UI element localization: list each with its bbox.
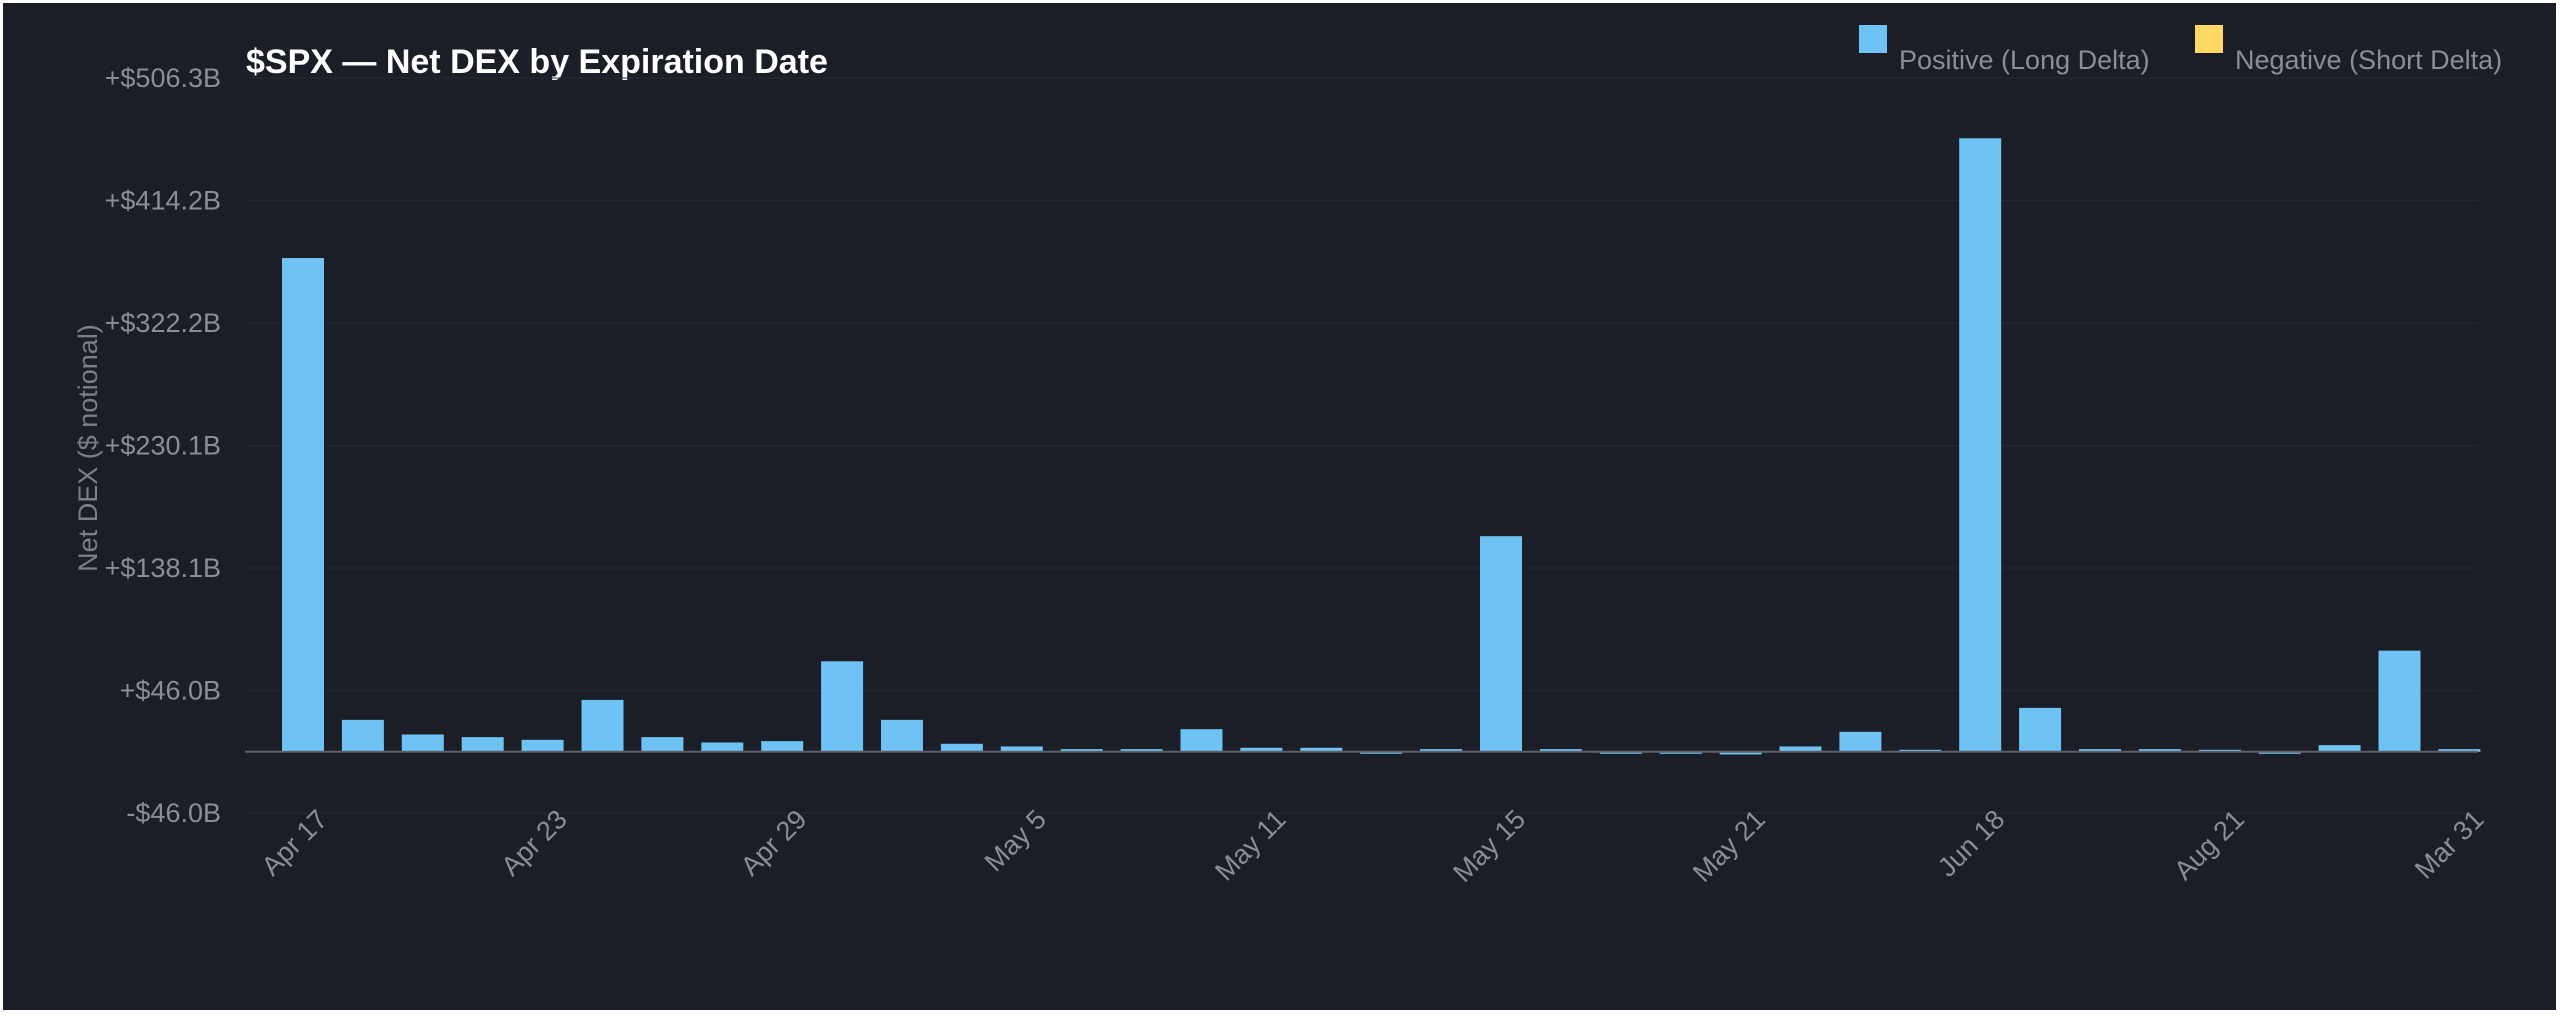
bar — [401, 734, 444, 752]
x-tick-label: Aug 21 — [2168, 804, 2250, 886]
bar — [641, 737, 684, 752]
y-tick-label: +$230.1B — [105, 431, 221, 461]
bar — [461, 737, 504, 752]
bar — [761, 741, 804, 752]
x-tick-label: Mar 31 — [2409, 804, 2490, 885]
x-tick-label: Jun 18 — [1932, 804, 2011, 883]
bar — [881, 719, 923, 752]
grid-lines — [245, 77, 2478, 814]
bar — [940, 743, 983, 752]
y-tick-label: +$414.2B — [105, 186, 221, 216]
y-axis-title: Net DEX ($ notional) — [73, 324, 103, 572]
x-tick-label: May 15 — [1447, 804, 1531, 888]
bar — [1300, 747, 1343, 752]
x-tick-label: Apr 23 — [495, 804, 572, 881]
y-tick-label: +$138.1B — [105, 553, 221, 583]
y-tick-label: +$506.3B — [105, 63, 221, 93]
bar — [701, 742, 744, 752]
bar — [282, 258, 324, 752]
bar — [1480, 536, 1522, 752]
bar — [1180, 729, 1223, 752]
legend-label-positive: Positive (Long Delta) — [1899, 45, 2150, 75]
chart-legend: Positive (Long Delta) Negative (Short De… — [1859, 25, 2539, 85]
bar — [2378, 650, 2421, 752]
bar — [1060, 749, 1103, 752]
bar — [521, 739, 564, 752]
legend-label-negative: Negative (Short Delta) — [2235, 45, 2503, 75]
chart-panel: $SPX — Net DEX by Expiration Date Positi… — [3, 3, 2556, 1010]
bar — [341, 719, 384, 752]
y-tick-label: +$322.2B — [105, 308, 221, 338]
y-axis-ticks: -$46.0B +$46.0B +$138.1B +$230.1B +$322.2B +$… — [105, 63, 221, 828]
legend-swatch-positive — [1859, 25, 1887, 53]
chart-title: $SPX — Net DEX by Expiration Date — [246, 43, 828, 81]
bar — [1240, 747, 1283, 752]
x-axis-ticks: Apr 17 Apr 23 Apr 29 May 5 May 11 May 15 May 2… — [256, 804, 2490, 888]
bar — [581, 699, 624, 752]
bar — [1420, 749, 1463, 752]
bar — [2138, 749, 2181, 752]
bar — [1120, 749, 1163, 752]
bar — [1779, 746, 1822, 752]
bar — [1839, 731, 1882, 752]
legend-swatch-negative — [2195, 25, 2223, 53]
y-tick-label: +$46.0B — [120, 676, 221, 706]
bar — [1000, 746, 1043, 752]
bar — [1959, 138, 2002, 752]
x-tick-label: Apr 29 — [735, 804, 812, 881]
bar — [2438, 749, 2481, 752]
bars — [282, 138, 2481, 755]
y-tick-label: -$46.0B — [126, 798, 221, 828]
x-tick-label: May 5 — [979, 804, 1052, 877]
x-tick-label: May 11 — [1209, 804, 1291, 886]
bar — [2019, 707, 2062, 752]
bar — [1539, 749, 1582, 752]
chart-plot: -$46.0B +$46.0B +$138.1B +$230.1B +$322.2B +$… — [73, 63, 2490, 888]
bar — [1719, 751, 1762, 755]
bar — [821, 661, 864, 752]
bar — [2079, 749, 2121, 752]
bar — [2318, 745, 2361, 752]
x-tick-label: May 21 — [1687, 804, 1771, 888]
x-tick-label: Apr 17 — [256, 804, 333, 881]
